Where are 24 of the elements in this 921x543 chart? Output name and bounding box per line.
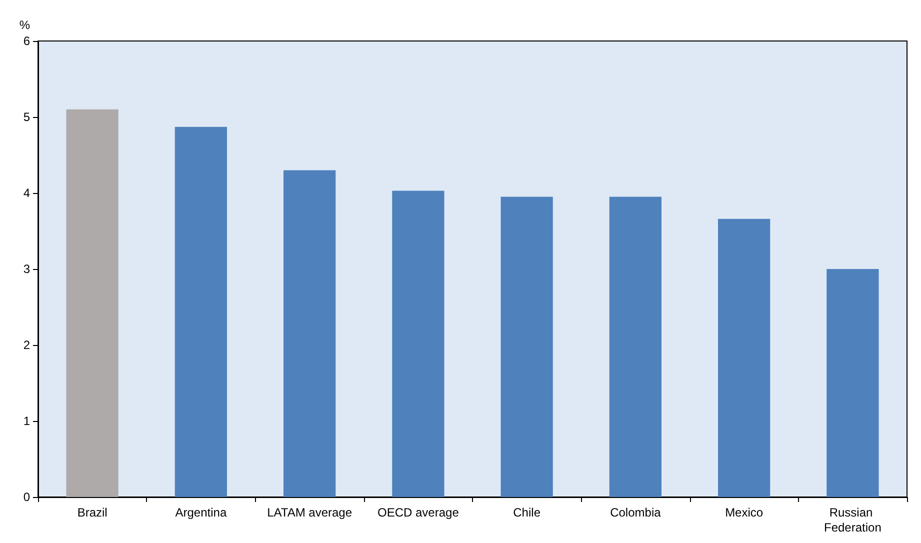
bar	[609, 196, 662, 497]
bar	[826, 269, 879, 497]
x-tick-label: Colombia	[610, 506, 662, 520]
bar	[392, 190, 444, 497]
x-tick-label: Mexico	[725, 506, 764, 520]
x-tick-label: OECD average	[378, 506, 460, 520]
y-tick-label: 1	[23, 414, 30, 428]
bar	[66, 109, 118, 497]
x-tick-label: Russian Federation	[824, 506, 882, 534]
bar	[718, 218, 770, 497]
bar	[283, 170, 336, 497]
y-axis-title: %	[19, 18, 30, 32]
y-tick-label: 6	[23, 34, 30, 48]
y-tick-label: 3	[23, 262, 30, 276]
x-tick-label: LATAM average	[267, 506, 352, 520]
bar	[500, 196, 553, 497]
y-tick-label: 0	[23, 490, 30, 504]
y-tick-label: 4	[23, 186, 30, 200]
x-tick-label: Argentina	[175, 506, 227, 520]
bar	[174, 126, 228, 497]
y-tick-label: 5	[23, 110, 30, 124]
x-tick-label: Chile	[513, 506, 541, 520]
x-tick-label: Brazil	[77, 506, 108, 520]
y-tick-label: 2	[23, 338, 30, 352]
